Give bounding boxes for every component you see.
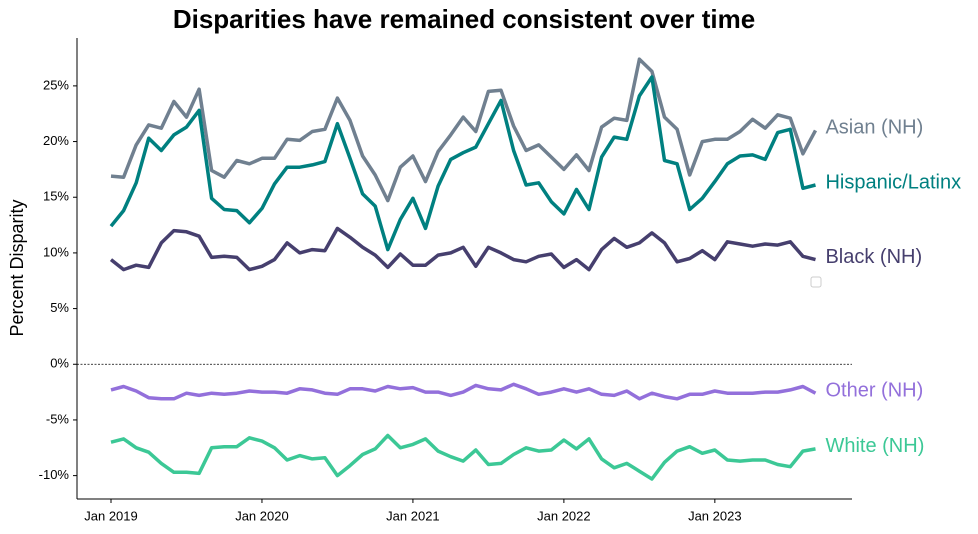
x-tick-label: Jan 2019 — [84, 508, 138, 523]
series-label: Black (NH) — [825, 246, 922, 268]
x-tick-label: Jan 2020 — [235, 508, 289, 523]
series-line — [109, 226, 816, 272]
y-tick-label: 0% — [50, 356, 69, 371]
y-tick-label: -5% — [46, 411, 70, 426]
x-tick-label: Jan 2021 — [386, 508, 440, 523]
x-tick-label: Jan 2022 — [537, 508, 591, 523]
y-tick-label: 5% — [50, 300, 69, 315]
chart-title: Disparities have remained consistent ove… — [173, 4, 755, 34]
y-tick-label: 15% — [43, 189, 69, 204]
series-line — [110, 57, 818, 203]
y-tick-label: 10% — [43, 244, 69, 259]
series-line — [110, 433, 816, 481]
x-tick-label: Jan 2023 — [688, 508, 742, 523]
series-label: Other (NH) — [825, 379, 923, 401]
y-tick-label: -10% — [39, 467, 70, 482]
series-label: Asian (NH) — [825, 117, 923, 139]
y-axis-label: Percent Disparity — [7, 199, 27, 336]
y-tick-label: 25% — [43, 77, 69, 92]
series-label: White (NH) — [825, 435, 924, 457]
series-line — [110, 382, 817, 401]
legend-box — [810, 276, 822, 288]
series-line — [109, 75, 816, 252]
y-tick-label: 20% — [43, 133, 69, 148]
series-label: Hispanic/Latinx — [825, 171, 961, 193]
